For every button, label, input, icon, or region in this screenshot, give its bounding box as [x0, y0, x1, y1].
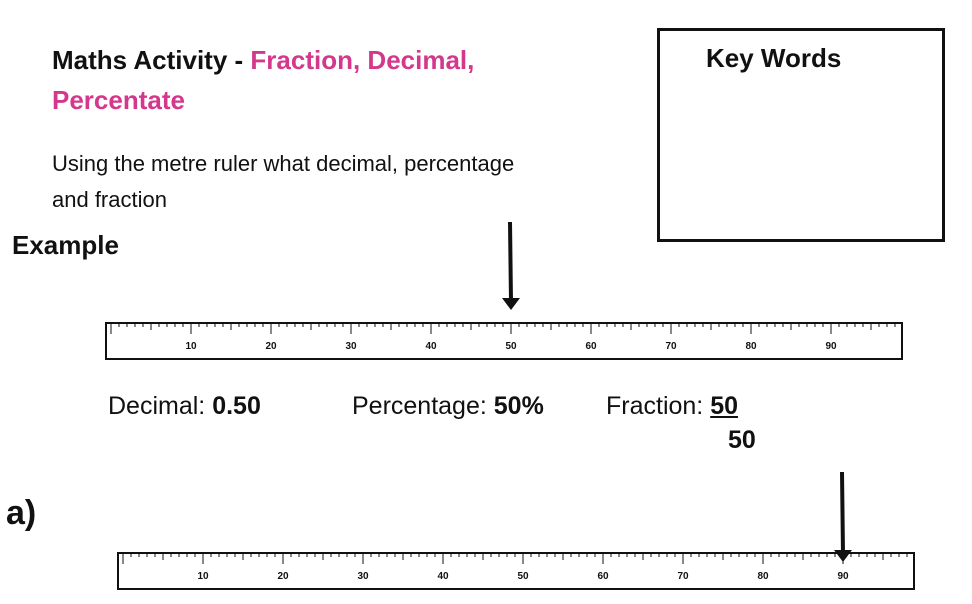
decimal-value: 0.50	[212, 392, 261, 420]
fraction-answer: Fraction: 50	[606, 388, 738, 424]
instructions-line-2: and fraction	[52, 187, 167, 212]
question-a-tick-label: 70	[677, 571, 689, 582]
question-a-tick-label: 50	[517, 571, 529, 582]
title-highlight-1: Fraction, Decimal,	[250, 45, 475, 75]
example-tick-label: 30	[345, 341, 357, 352]
question-a-tick-label: 20	[277, 571, 289, 582]
key-words-title: Key Words	[706, 43, 842, 73]
key-words-box: Key Words	[657, 28, 945, 242]
decimal-answer: Decimal: 0.50	[108, 388, 261, 424]
example-ruler-body	[105, 322, 903, 360]
title-highlight-2: Percentate	[52, 85, 185, 115]
example-tick-label: 50	[505, 341, 517, 352]
decimal-label: Decimal:	[108, 392, 213, 420]
example-tick-label: 10	[185, 341, 197, 352]
example-arrow-shaft	[508, 221, 513, 303]
fraction-numerator: 50	[710, 392, 739, 420]
percentage-value: 50%	[493, 392, 544, 420]
instructions-line-1: Using the metre ruler what decimal, perc…	[52, 151, 515, 176]
question-a-arrow-shaft	[840, 471, 845, 555]
question-a-tick-label: 10	[197, 571, 209, 582]
example-tick-label: 80	[745, 341, 757, 352]
example-ruler: 10 20 30 40 50 60 70 80 90	[105, 221, 903, 360]
question-a-ruler-body	[117, 552, 915, 590]
question-a-label: a)	[6, 494, 37, 532]
example-tick-label: 40	[425, 341, 437, 352]
example-label: Example	[12, 230, 119, 260]
percentage-answer: Percentage: 50%	[352, 388, 544, 424]
question-a-tick-label: 80	[757, 571, 769, 582]
question-a-tick-label: 60	[597, 571, 609, 582]
question-a-tick-label: 30	[357, 571, 369, 582]
question-a-tick-label: 40	[437, 571, 449, 582]
example-tick-label: 20	[265, 341, 277, 352]
question-a-arrow-head	[834, 550, 852, 562]
activity-title: Maths Activity - Fraction, Decimal, Perc…	[52, 40, 612, 120]
fraction-denominator: 50	[728, 426, 756, 454]
fraction-label: Fraction:	[606, 392, 711, 420]
example-tick-label: 90	[825, 341, 837, 352]
title-prefix: Maths Activity -	[52, 45, 251, 75]
question-a-ruler: 10 20 30 40 50 60 70 80 90	[117, 471, 915, 590]
example-tick-label: 70	[665, 341, 677, 352]
example-tick-label: 60	[585, 341, 597, 352]
example-arrow-head	[502, 298, 520, 310]
title-line-1: Maths Activity - Fraction, Decimal,	[52, 40, 612, 80]
instructions-text: Using the metre ruler what decimal, perc…	[52, 146, 612, 218]
question-a-tick-label: 90	[837, 571, 849, 582]
percentage-label: Percentage:	[352, 392, 494, 420]
